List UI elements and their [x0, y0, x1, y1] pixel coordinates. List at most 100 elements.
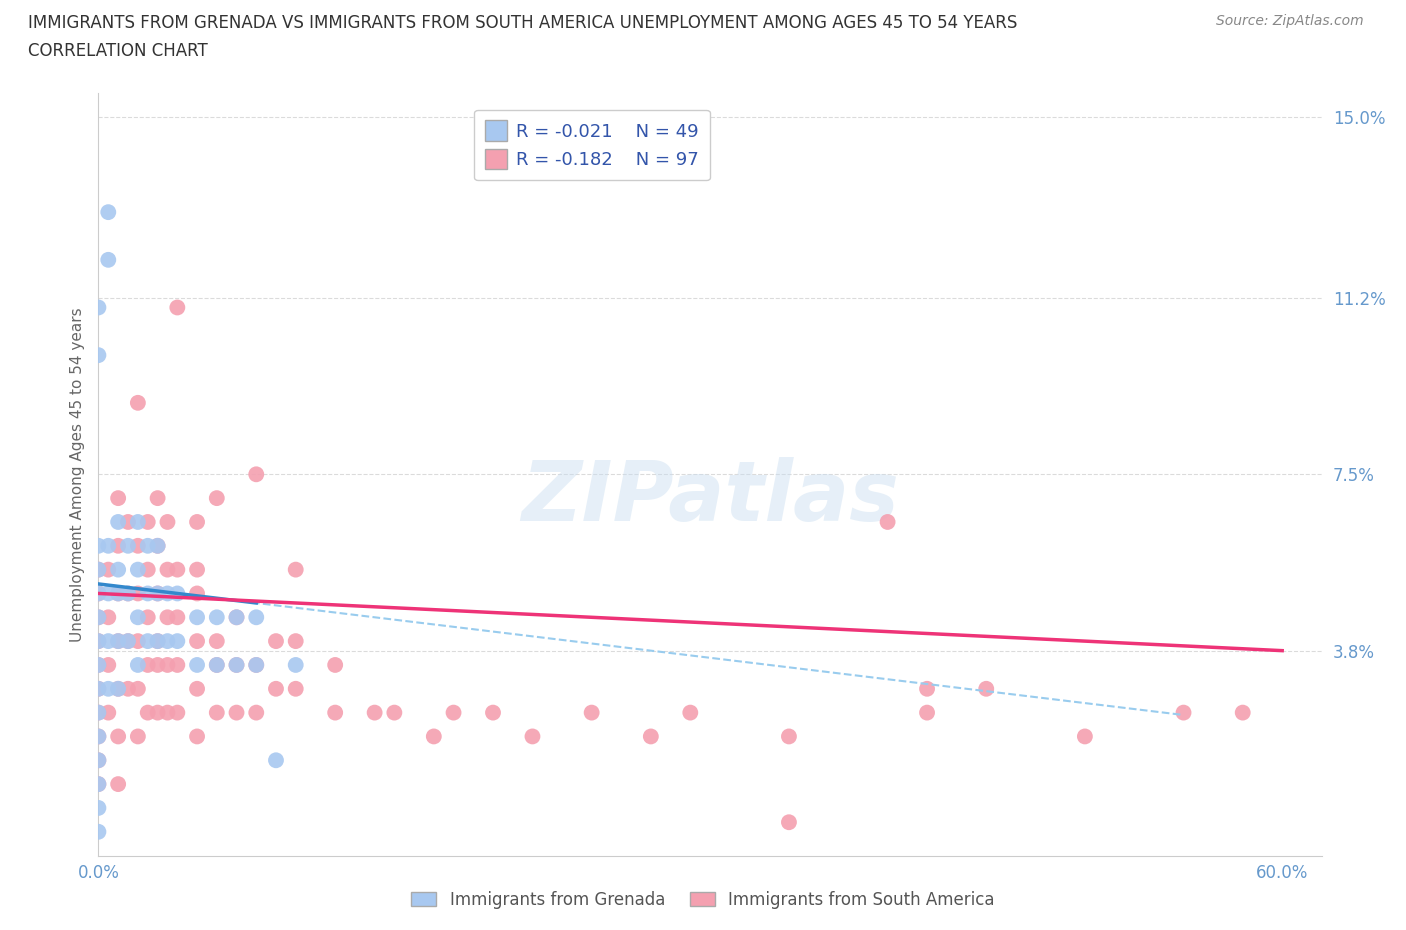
- Point: [87, 610, 110, 625]
- Point: [876, 514, 898, 529]
- Point: [186, 658, 208, 672]
- Point: [156, 514, 179, 529]
- Point: [225, 658, 247, 672]
- Point: [146, 491, 169, 506]
- Point: [146, 538, 169, 553]
- Point: [225, 658, 247, 672]
- Point: [87, 729, 110, 744]
- Point: [127, 729, 149, 744]
- Point: [382, 705, 405, 720]
- Point: [87, 753, 110, 768]
- Point: [97, 633, 120, 648]
- Point: [117, 538, 139, 553]
- Point: [87, 348, 110, 363]
- Point: [87, 705, 110, 720]
- Point: [156, 586, 179, 601]
- Point: [323, 705, 346, 720]
- Point: [156, 610, 179, 625]
- Point: [1074, 729, 1097, 744]
- Point: [107, 729, 129, 744]
- Point: [245, 705, 267, 720]
- Point: [87, 562, 110, 577]
- Point: [205, 633, 228, 648]
- Point: [264, 633, 287, 648]
- Point: [679, 705, 702, 720]
- Point: [107, 538, 129, 553]
- Point: [87, 801, 110, 816]
- Point: [87, 586, 110, 601]
- Point: [245, 658, 267, 672]
- Text: IMMIGRANTS FROM GRENADA VS IMMIGRANTS FROM SOUTH AMERICA UNEMPLOYMENT AMONG AGES: IMMIGRANTS FROM GRENADA VS IMMIGRANTS FR…: [28, 14, 1018, 32]
- Point: [146, 586, 169, 601]
- Point: [225, 705, 247, 720]
- Point: [522, 729, 544, 744]
- Point: [97, 658, 120, 672]
- Point: [136, 514, 159, 529]
- Point: [127, 514, 149, 529]
- Point: [264, 753, 287, 768]
- Point: [186, 633, 208, 648]
- Point: [156, 562, 179, 577]
- Point: [974, 682, 997, 697]
- Point: [127, 562, 149, 577]
- Point: [245, 658, 267, 672]
- Point: [97, 205, 120, 219]
- Point: [146, 633, 169, 648]
- Point: [127, 586, 149, 601]
- Point: [117, 682, 139, 697]
- Point: [127, 633, 149, 648]
- Point: [225, 610, 247, 625]
- Point: [87, 682, 110, 697]
- Point: [443, 705, 465, 720]
- Point: [87, 658, 110, 672]
- Point: [87, 300, 110, 315]
- Point: [107, 586, 129, 601]
- Point: [87, 633, 110, 648]
- Point: [87, 562, 110, 577]
- Point: [87, 658, 110, 672]
- Point: [107, 682, 129, 697]
- Point: [146, 705, 169, 720]
- Point: [87, 633, 110, 648]
- Point: [146, 633, 169, 648]
- Point: [136, 633, 159, 648]
- Point: [117, 633, 139, 648]
- Point: [117, 586, 139, 601]
- Point: [136, 586, 159, 601]
- Legend: R = -0.021    N = 49, R = -0.182    N = 97: R = -0.021 N = 49, R = -0.182 N = 97: [474, 110, 710, 180]
- Point: [97, 586, 120, 601]
- Point: [117, 586, 139, 601]
- Point: [186, 729, 208, 744]
- Point: [264, 682, 287, 697]
- Point: [87, 753, 110, 768]
- Point: [97, 682, 120, 697]
- Point: [166, 610, 188, 625]
- Point: [915, 682, 938, 697]
- Point: [284, 562, 307, 577]
- Legend: Immigrants from Grenada, Immigrants from South America: Immigrants from Grenada, Immigrants from…: [404, 883, 1002, 917]
- Point: [87, 610, 110, 625]
- Point: [146, 658, 169, 672]
- Point: [127, 658, 149, 672]
- Point: [186, 514, 208, 529]
- Point: [87, 682, 110, 697]
- Point: [97, 705, 120, 720]
- Point: [205, 705, 228, 720]
- Point: [284, 682, 307, 697]
- Point: [166, 586, 188, 601]
- Point: [87, 705, 110, 720]
- Point: [186, 682, 208, 697]
- Point: [186, 586, 208, 601]
- Point: [136, 562, 159, 577]
- Y-axis label: Unemployment Among Ages 45 to 54 years: Unemployment Among Ages 45 to 54 years: [69, 307, 84, 642]
- Point: [245, 467, 267, 482]
- Point: [136, 538, 159, 553]
- Point: [136, 705, 159, 720]
- Point: [117, 633, 139, 648]
- Point: [482, 705, 505, 720]
- Point: [581, 705, 603, 720]
- Point: [205, 610, 228, 625]
- Point: [915, 705, 938, 720]
- Point: [778, 729, 800, 744]
- Point: [87, 777, 110, 791]
